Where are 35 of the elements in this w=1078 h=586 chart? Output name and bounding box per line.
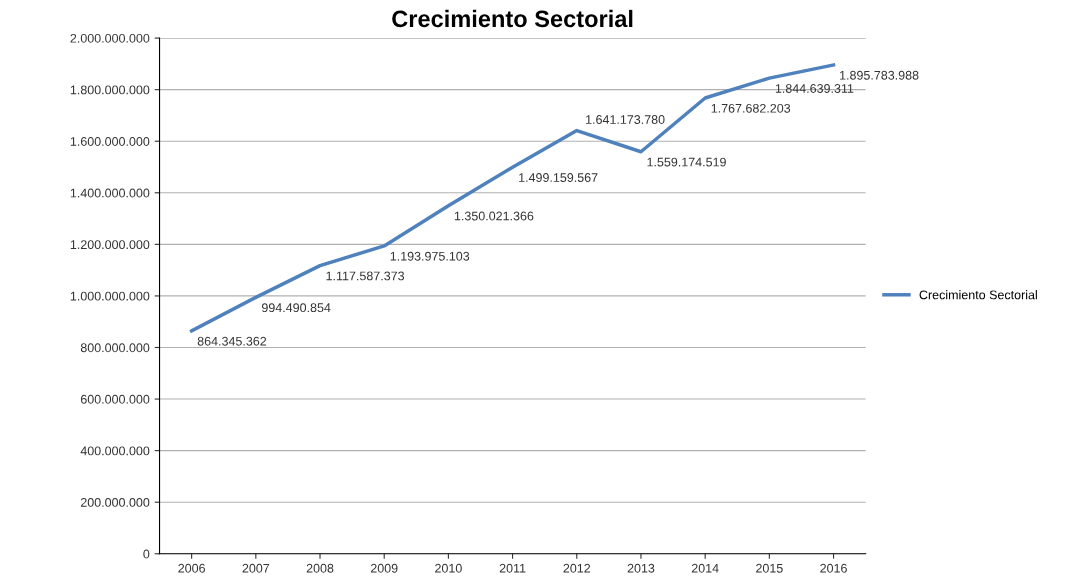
x-tick-label: 2012: [563, 563, 591, 573]
data-label: 1.641.173.780: [586, 115, 665, 124]
x-tick-label: 2014: [691, 563, 719, 573]
y-tick-label: 1.400.000.000: [70, 188, 150, 198]
y-tick-label: 200.000.000: [80, 498, 150, 507]
data-label: 1.767.682.203: [711, 103, 791, 113]
data-label: 1.117.587.373: [326, 271, 405, 281]
y-tick-label: 600.000.000: [80, 394, 150, 404]
x-tick-label: 2008: [306, 563, 334, 573]
x-tick-label: 2011: [499, 563, 526, 573]
data-label: 1.350.021.366: [454, 211, 534, 221]
data-label: 1.559.174.519: [647, 157, 726, 167]
legend-label: Crecimiento Sectorial: [919, 290, 1037, 300]
y-tick-label: 1.200.000.000: [70, 240, 150, 250]
data-label: 994.490.854: [261, 303, 331, 313]
y-tick-label: 1.800.000.000: [70, 85, 150, 95]
y-tick-label: 800.000.000: [80, 343, 150, 353]
x-tick-label: 2015: [756, 563, 783, 573]
y-tick-label: 1.000.000.000: [70, 291, 150, 301]
y-tick-label: 0: [143, 549, 150, 559]
chart-title: Crecimiento Sectorial: [392, 9, 633, 28]
x-tick-label: 2007: [242, 563, 270, 573]
y-tick-label: 1.600.000.000: [70, 137, 150, 146]
y-tick-label: 2.000.000.000: [70, 33, 150, 43]
y-tick-label: 400.000.000: [80, 446, 150, 456]
x-tick-label: 2006: [178, 563, 205, 573]
data-label: 1.844.639.311: [775, 84, 854, 93]
x-tick-label: 2013: [627, 563, 655, 573]
x-tick-label: 2010: [435, 563, 462, 573]
data-label: 864.345.362: [197, 336, 267, 346]
x-tick-label: 2009: [370, 563, 398, 573]
data-label: 1.499.159.567: [519, 173, 598, 182]
data-label: 1.193.975.103: [390, 251, 470, 261]
data-label: 1.895.783.988: [840, 70, 919, 80]
x-tick-label: 2016: [820, 563, 847, 573]
